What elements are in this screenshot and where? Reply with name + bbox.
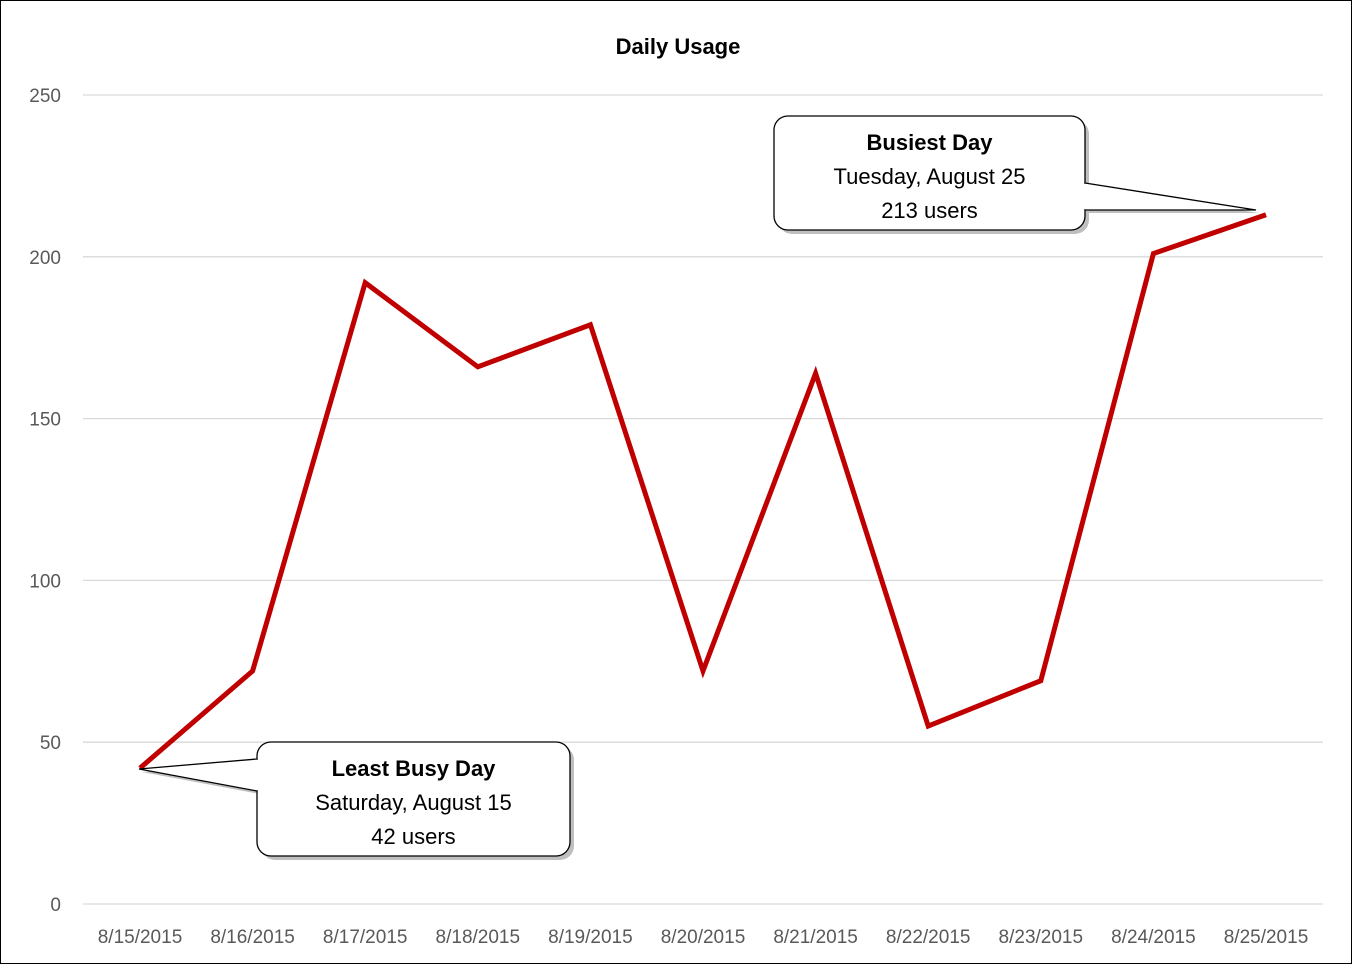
callout-pointer	[1085, 183, 1256, 210]
callout-pointer	[139, 759, 257, 791]
x-tick-label: 8/24/2015	[1111, 927, 1196, 948]
x-tick-label: 8/18/2015	[436, 927, 521, 948]
x-tick-label: 8/19/2015	[548, 927, 633, 948]
y-tick-label: 100	[29, 571, 61, 592]
x-tick-label: 8/25/2015	[1224, 927, 1309, 948]
x-tick-label: 8/22/2015	[886, 927, 971, 948]
callout-date: Tuesday, August 25	[833, 164, 1025, 189]
chart-title: Daily Usage	[616, 34, 741, 59]
callout-title: Busiest Day	[867, 130, 994, 155]
x-tick-label: 8/16/2015	[210, 927, 295, 948]
callout-count: 42 users	[371, 824, 455, 849]
series-line	[140, 215, 1266, 768]
y-tick-label: 0	[50, 895, 61, 916]
x-axis-ticks: 8/15/2015 8/16/2015 8/17/2015 8/18/2015 8/19…	[98, 927, 1309, 948]
x-tick-label: 8/20/2015	[661, 927, 746, 948]
least-busy-day-callout: Least Busy Day Saturday, August 15 42 user…	[139, 742, 574, 860]
series-layer	[140, 215, 1266, 769]
x-tick-label: 8/23/2015	[999, 927, 1084, 948]
x-tick-label: 8/15/2015	[98, 927, 183, 948]
callout-title: Least Busy Day	[332, 756, 497, 781]
callout-date: Saturday, August 15	[315, 790, 512, 815]
busiest-day-callout: Busiest Day Tuesday, August 25 213 users	[774, 116, 1259, 234]
x-tick-label: 8/21/2015	[773, 927, 858, 948]
callout-count: 213 users	[881, 198, 978, 223]
y-tick-label: 250	[29, 86, 61, 107]
y-tick-label: 150	[29, 410, 61, 431]
y-axis-ticks: 0 50 100 150 200 250	[29, 86, 61, 916]
y-tick-label: 200	[29, 248, 61, 269]
x-tick-label: 8/17/2015	[323, 927, 408, 948]
y-tick-label: 50	[40, 733, 61, 754]
